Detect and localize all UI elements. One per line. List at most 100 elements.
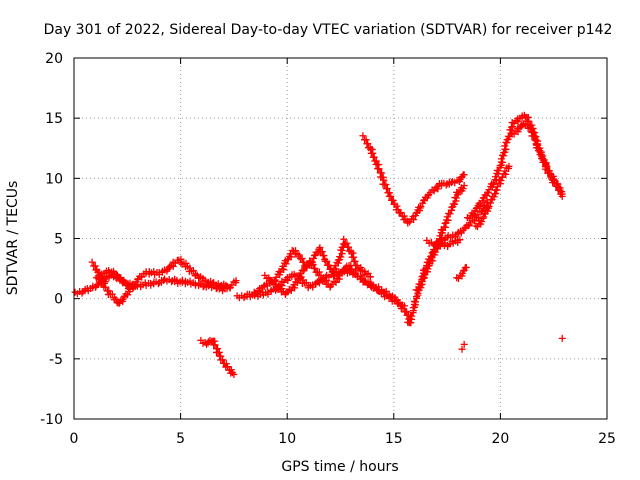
data-point — [393, 202, 401, 210]
data-point — [491, 190, 499, 198]
data-point — [428, 249, 436, 257]
series-arc-15 — [197, 336, 238, 378]
data-point — [408, 312, 416, 320]
data-point — [502, 145, 510, 153]
data-point — [125, 283, 133, 291]
data-point — [211, 341, 219, 349]
data-point — [150, 267, 158, 275]
data-point — [318, 248, 326, 256]
data-point — [402, 307, 410, 315]
chart-title: Day 301 of 2022, Sidereal Day-to-day VTE… — [44, 22, 613, 38]
data-point — [375, 165, 383, 173]
data-point — [343, 239, 351, 247]
data-point — [88, 258, 96, 266]
y-tick-label: 20 — [45, 51, 63, 67]
series-outliers — [458, 334, 566, 353]
data-point — [222, 281, 230, 289]
data-point — [108, 290, 116, 298]
data-point — [525, 121, 533, 129]
data-point — [495, 167, 503, 175]
data-point — [531, 136, 539, 144]
data-point — [538, 154, 546, 162]
data-point — [389, 196, 397, 204]
data-point — [502, 170, 510, 178]
data-point — [351, 271, 359, 279]
data-point — [335, 275, 343, 283]
y-tick-label: 0 — [54, 292, 63, 308]
data-point — [444, 216, 452, 224]
data-point — [332, 265, 340, 273]
data-point — [337, 253, 345, 261]
data-point — [287, 253, 295, 261]
data-point — [493, 183, 501, 191]
data-point — [348, 265, 356, 273]
data-point — [553, 182, 561, 190]
y-tick-label: -10 — [40, 412, 63, 428]
data-point — [310, 264, 318, 272]
data-point — [497, 177, 505, 185]
data-point — [387, 192, 395, 200]
data-points — [71, 111, 566, 378]
data-point — [309, 261, 317, 269]
data-point — [526, 124, 534, 132]
series-arc-10 — [412, 182, 468, 294]
data-point — [306, 257, 314, 265]
data-point — [462, 263, 470, 271]
data-point — [543, 165, 551, 173]
data-point — [460, 171, 468, 179]
data-point — [282, 260, 290, 268]
data-point — [456, 236, 464, 244]
data-point — [131, 281, 139, 289]
series-arc-14 — [508, 120, 566, 200]
data-point — [413, 293, 421, 301]
data-point — [319, 252, 327, 260]
data-point — [505, 162, 513, 170]
axis-ticks: 0 5 10 15 20 25 -10 -5 0 5 10 15 20 — [40, 51, 616, 447]
data-point — [443, 213, 451, 221]
y-tick-label: 10 — [45, 171, 63, 187]
data-point — [295, 251, 303, 259]
data-point — [550, 179, 558, 187]
data-point — [485, 202, 493, 210]
data-point — [397, 209, 405, 217]
data-point — [478, 218, 486, 226]
series-arc-6 — [261, 257, 359, 299]
data-point — [323, 257, 331, 265]
data-point — [160, 276, 168, 284]
series-arc-3 — [92, 266, 133, 291]
data-point — [347, 261, 355, 269]
x-tick-label: 20 — [491, 431, 509, 447]
data-point — [382, 185, 390, 193]
data-point — [325, 261, 333, 269]
series-arc-13 — [472, 162, 513, 231]
data-point — [446, 210, 454, 218]
data-point — [460, 182, 468, 190]
data-point — [316, 244, 324, 252]
data-point — [492, 186, 500, 194]
data-point — [297, 273, 305, 281]
x-tick-label: 25 — [598, 431, 616, 447]
data-point — [240, 294, 248, 302]
data-point — [487, 196, 495, 204]
data-point — [224, 283, 232, 291]
data-point — [340, 235, 348, 243]
data-point — [451, 200, 459, 208]
plot-frame — [73, 57, 608, 420]
data-point — [369, 153, 377, 161]
series-arc-16 — [453, 263, 470, 282]
y-tick-label: -5 — [49, 352, 63, 368]
data-point — [298, 255, 306, 263]
data-point — [421, 265, 429, 273]
data-point — [427, 252, 435, 260]
data-point — [366, 273, 374, 281]
x-tick-label: 15 — [385, 431, 403, 447]
data-point — [299, 258, 307, 266]
data-point — [459, 185, 467, 193]
data-point — [411, 298, 419, 306]
x-tick-label: 0 — [70, 431, 79, 447]
data-point — [483, 189, 491, 197]
data-point — [230, 370, 238, 378]
data-point — [470, 210, 478, 218]
